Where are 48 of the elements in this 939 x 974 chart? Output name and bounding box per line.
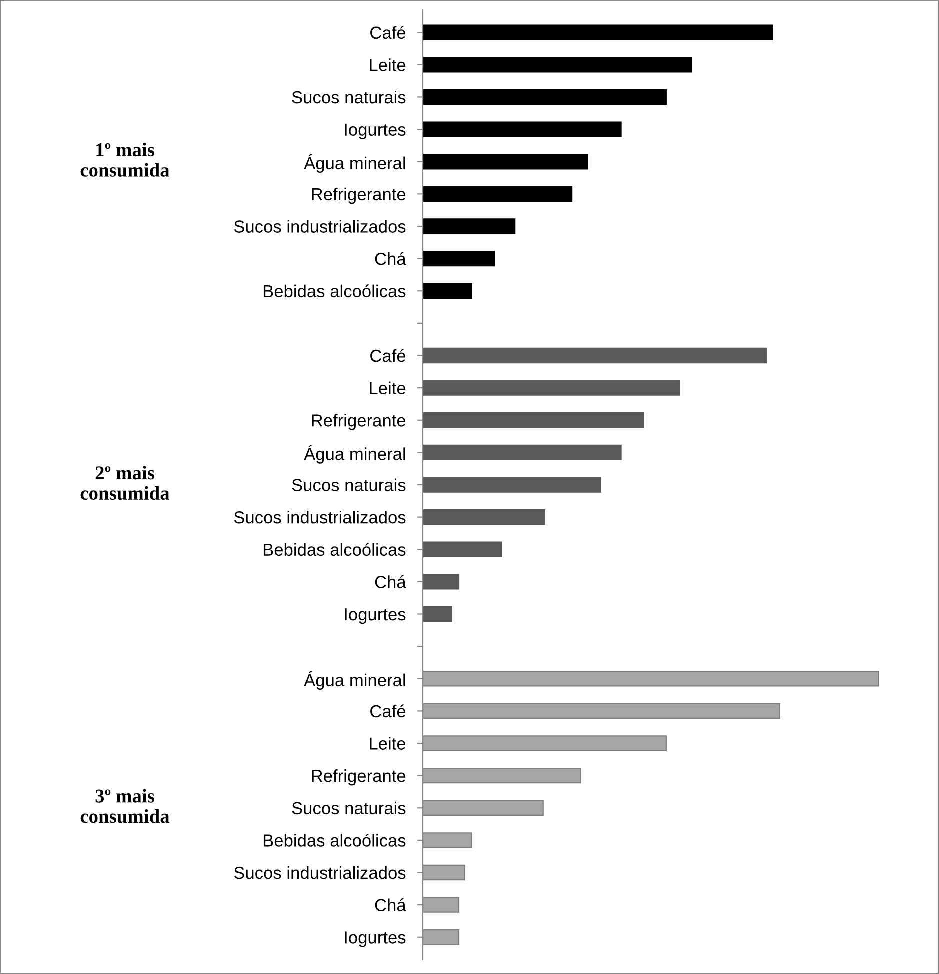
y-tick-label: Café xyxy=(370,704,406,718)
bar xyxy=(423,186,573,202)
y-tick-label: Leite xyxy=(370,737,406,750)
bar xyxy=(423,57,692,73)
y-tick-label: Café xyxy=(370,349,406,362)
y-tick-label: Refrigerante xyxy=(312,770,406,786)
bar xyxy=(423,444,622,461)
y-tick-label: Água mineral xyxy=(304,671,406,690)
y-tick-label: Sucos naturais xyxy=(292,478,406,492)
y-tick-label: Leite xyxy=(370,382,406,395)
y-tick-label: Água mineral xyxy=(304,154,406,173)
y-tick-label: Bebidas alcoólicas xyxy=(264,284,406,298)
y-tick-label: Café xyxy=(370,26,406,40)
y-tick-label: Sucos industrializados xyxy=(234,511,406,524)
bar xyxy=(423,509,546,526)
y-tick-label: Refrigerante xyxy=(312,188,406,204)
y-tick-label: Refrigerante xyxy=(312,414,406,430)
bar xyxy=(423,154,588,170)
y-tick-label: Iogurtes xyxy=(345,608,406,624)
y-tick-label: Sucos naturais xyxy=(292,802,406,815)
bar xyxy=(423,283,472,299)
y-tick-label: Chá xyxy=(375,898,406,912)
y-tick-label: Água mineral xyxy=(304,445,406,464)
y-tick-label: Iogurtes xyxy=(345,124,406,140)
y-tick-label: Leite xyxy=(370,58,406,72)
y-tick-label: Sucos naturais xyxy=(292,90,406,104)
y-tick-label: Iogurtes xyxy=(345,932,406,948)
bar xyxy=(423,122,622,138)
bar xyxy=(423,606,452,622)
y-tick-label: Bebidas alcoólicas xyxy=(264,543,406,556)
y-tick-label: Bebidas alcoólicas xyxy=(264,834,406,847)
bar xyxy=(423,89,667,106)
bar xyxy=(423,477,602,493)
bar xyxy=(423,348,768,364)
bar xyxy=(423,250,496,267)
y-tick-label: Sucos industrializados xyxy=(234,220,406,233)
bar xyxy=(423,412,644,428)
y-tick-label: Sucos industrializados xyxy=(234,866,406,880)
text: 1º mais consumida xyxy=(80,142,170,177)
text: 2º mais consumida xyxy=(80,466,170,500)
bar xyxy=(423,542,502,558)
bar xyxy=(423,380,680,396)
bar xyxy=(423,24,774,40)
text: 3º mais consumida xyxy=(80,789,170,824)
y-tick-label: Chá xyxy=(375,252,406,266)
bar xyxy=(423,574,460,590)
bar xyxy=(423,218,516,234)
y-tick-label: Chá xyxy=(375,575,406,588)
